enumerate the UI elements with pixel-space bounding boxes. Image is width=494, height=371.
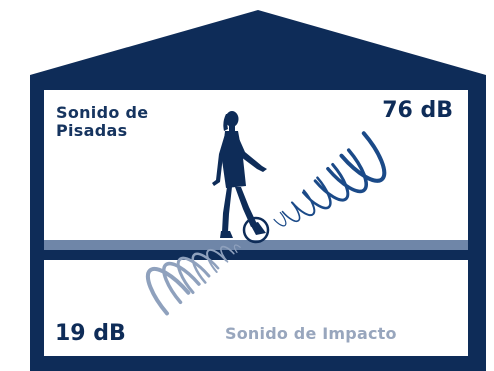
footstep-sound-label-line1: Sonido de <box>56 103 149 122</box>
floor-slab <box>44 240 468 250</box>
lower-sound-level: 19 dB <box>55 321 126 346</box>
upper-sound-level: 76 dB <box>382 98 453 123</box>
sound-waves-upper <box>273 131 387 227</box>
lower-room <box>44 260 468 356</box>
sound-waves-lower <box>145 244 241 316</box>
footstep-sound-label: Sonido de Pisadas <box>56 104 148 140</box>
walking-woman-silhouette <box>212 111 267 238</box>
impact-point-circle <box>242 216 270 244</box>
impact-sound-label: Sonido de Impacto <box>225 324 397 343</box>
footstep-sound-label-line2: Pisadas <box>56 121 128 140</box>
